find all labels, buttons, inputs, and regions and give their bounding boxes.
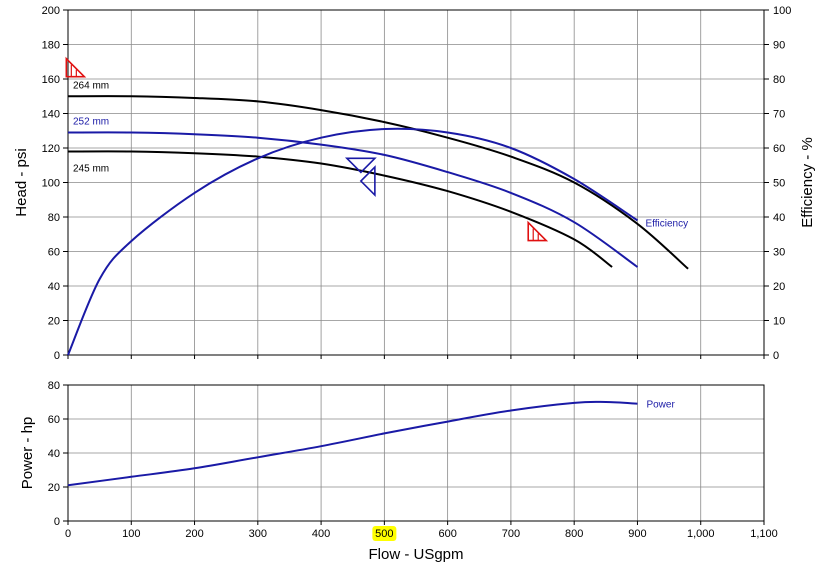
bottom-left-tick-label: 20	[48, 482, 60, 494]
bottom-x-tick-label: 400	[312, 528, 330, 540]
bottom-left-tick-label: 40	[48, 448, 60, 460]
top-right-tick-label: 70	[773, 109, 785, 121]
top-right-tick-label: 20	[773, 281, 785, 293]
series-line-252-mm	[67, 131, 639, 268]
efficiency-axis-title: Efficiency - %	[799, 137, 816, 228]
series-label-252-mm: 252 mm	[73, 116, 109, 127]
bottom-left-tick-label: 0	[54, 516, 60, 528]
top-left-tick-label: 80	[48, 212, 60, 224]
series-label-264-mm: 264 mm	[73, 80, 109, 91]
bottom-x-tick-label: 700	[502, 528, 520, 540]
bottom-left-tick-label: 80	[48, 380, 60, 392]
top-left-tick-label: 160	[42, 74, 60, 86]
series-line-245-mm	[67, 150, 613, 268]
red-point-marker	[65, 56, 87, 78]
top-right-tick-label: 50	[773, 178, 785, 190]
top-left-tick-label: 140	[42, 109, 60, 121]
head-axis-title: Head - psi	[13, 148, 30, 216]
series-label-efficiency: Efficiency	[645, 218, 688, 229]
top-left-tick-label: 0	[54, 350, 60, 362]
bottom-x-tick-label: 200	[185, 528, 203, 540]
power-axis-title: Power - hp	[19, 417, 36, 490]
series-label-245-mm: 245 mm	[73, 163, 109, 174]
tick-highlight	[372, 526, 397, 541]
top-right-tick-label: 0	[773, 350, 779, 362]
top-left-tick-label: 100	[42, 178, 60, 190]
bottom-x-tick-label: 100	[122, 528, 140, 540]
top-left-tick-label: 40	[48, 281, 60, 293]
top-left-tick-label: 200	[42, 5, 60, 17]
bottom-x-tick-label: 300	[249, 528, 267, 540]
top-right-tick-label: 60	[773, 143, 785, 155]
top-right-tick-label: 80	[773, 74, 785, 86]
bottom-x-tick-label: 1,000	[687, 528, 715, 540]
bottom-x-tick-label: 1,100	[750, 528, 778, 540]
top-left-tick-label: 120	[42, 143, 60, 155]
blue-operating-marker	[359, 165, 376, 197]
series-line-power	[67, 400, 638, 487]
bottom-x-tick-label: 600	[438, 528, 456, 540]
red-point-marker	[527, 220, 549, 242]
series-label-power: Power	[646, 400, 675, 411]
top-right-tick-label: 100	[773, 5, 791, 17]
bottom-left-tick-label: 60	[48, 414, 60, 426]
bottom-x-tick-label: 900	[628, 528, 646, 540]
blue-operating-marker	[344, 157, 377, 174]
flow-axis-title: Flow - USgpm	[368, 546, 463, 563]
top-left-tick-label: 20	[48, 316, 60, 328]
bottom-x-tick-label: 800	[565, 528, 583, 540]
series-line-264-mm	[67, 95, 689, 270]
bottom-x-tick-label: 0	[65, 528, 71, 540]
top-left-tick-label: 180	[42, 40, 60, 52]
top-right-tick-label: 90	[773, 40, 785, 52]
series-line-efficiency	[67, 127, 639, 356]
top-right-tick-label: 40	[773, 212, 785, 224]
top-left-tick-label: 60	[48, 247, 60, 259]
bottom-x-tick-label: 500	[375, 528, 393, 540]
top-right-tick-label: 10	[773, 316, 785, 328]
top-right-tick-label: 30	[773, 247, 785, 259]
